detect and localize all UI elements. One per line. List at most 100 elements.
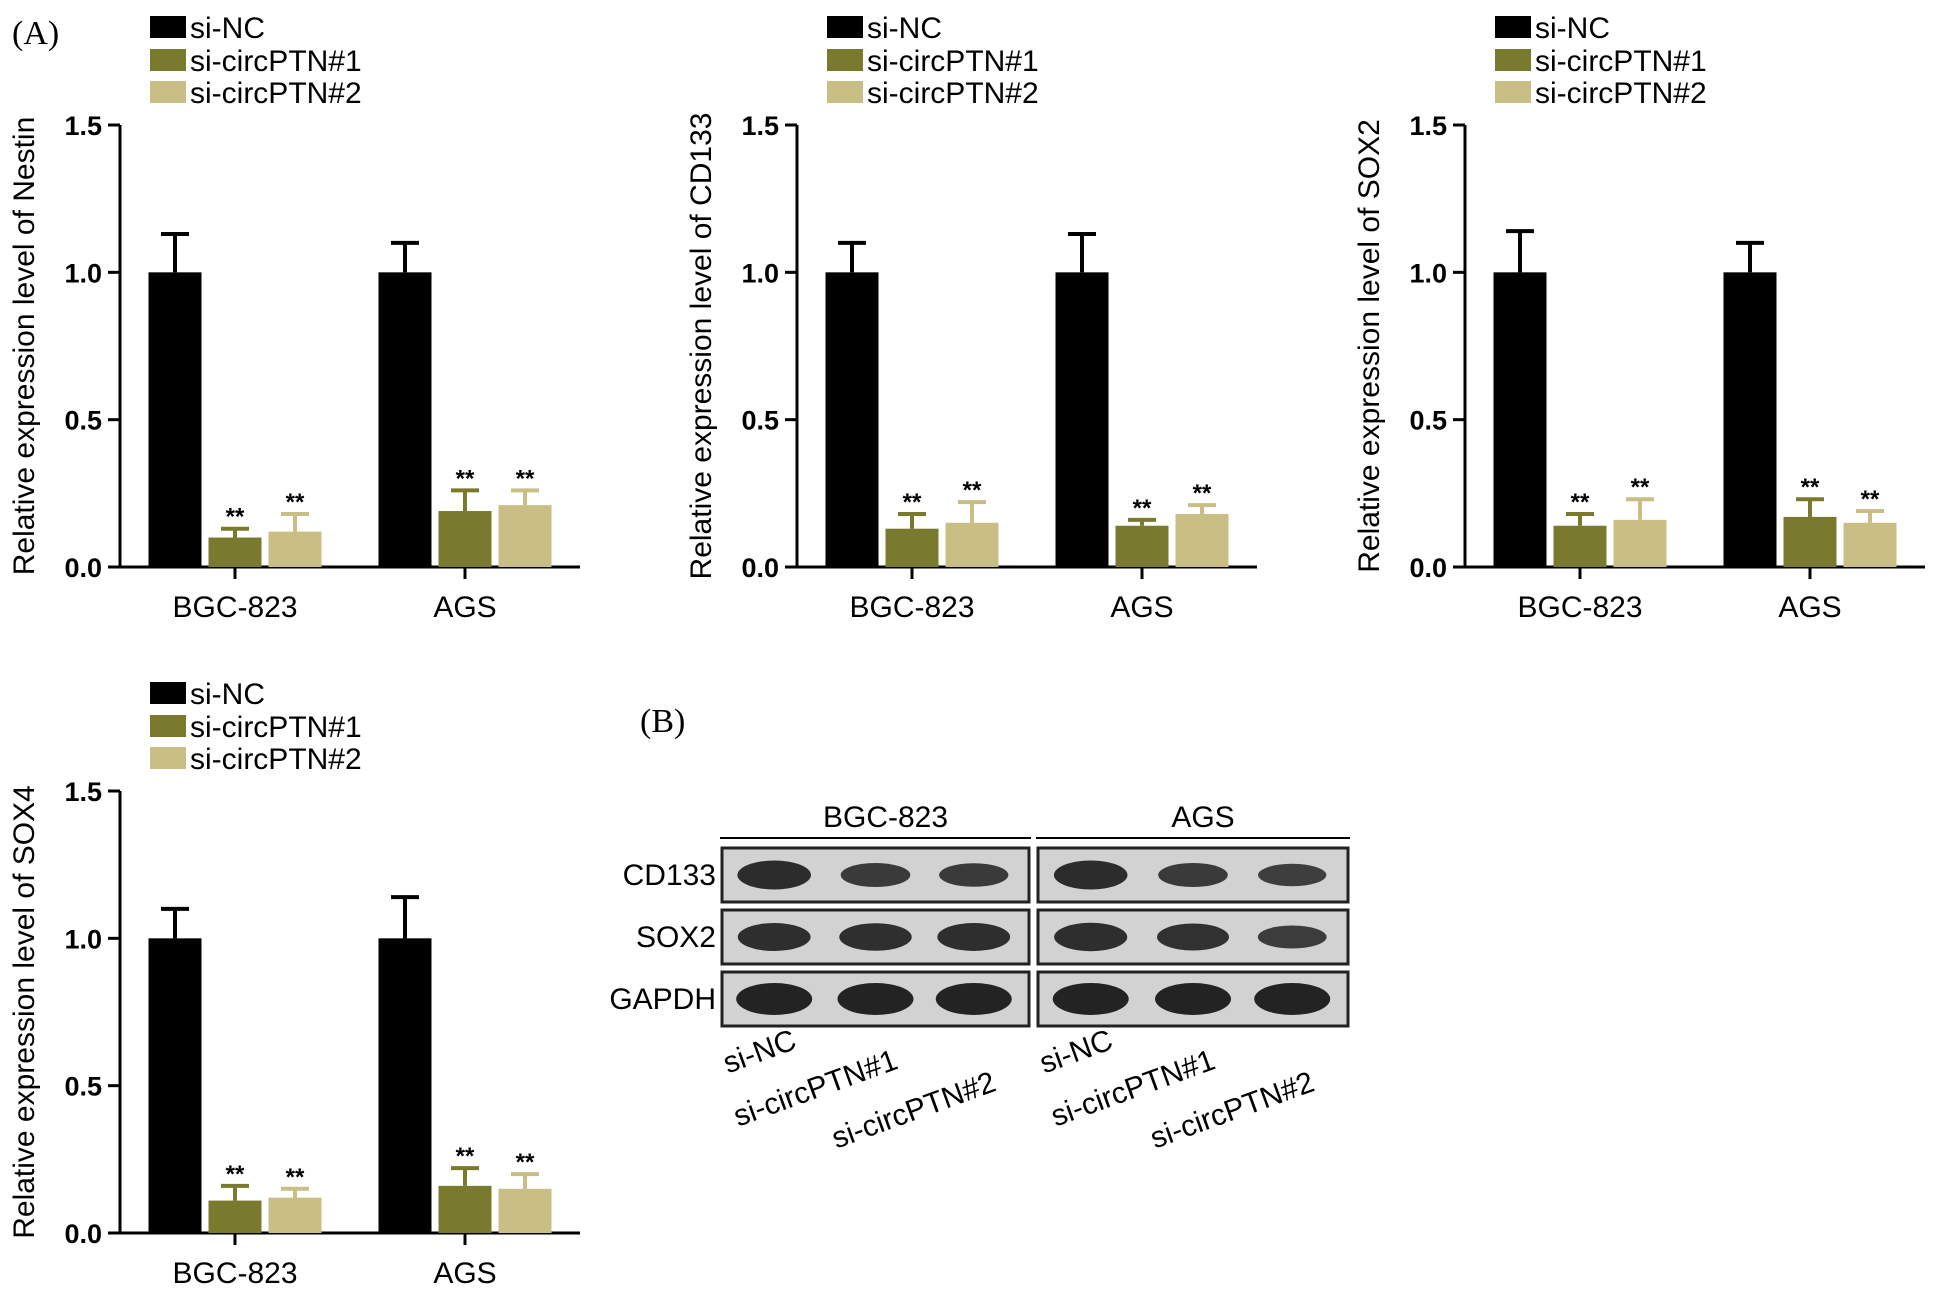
significance-mark: ** xyxy=(516,1149,535,1176)
legend-label: si-circPTN#2 xyxy=(1535,77,1707,110)
y-tick-label: 0.5 xyxy=(64,1072,102,1102)
blot-band xyxy=(737,860,811,890)
bar xyxy=(1723,272,1777,567)
legend-label: si-circPTN#1 xyxy=(190,711,362,744)
legend-swatch xyxy=(1495,49,1531,71)
blot-band xyxy=(1157,923,1229,951)
blot-band xyxy=(939,863,1009,887)
bar xyxy=(438,1185,492,1233)
y-tick-label: 1.5 xyxy=(1409,111,1447,141)
bar xyxy=(1843,522,1897,567)
legend-swatch xyxy=(827,81,863,103)
blot-row-label: SOX2 xyxy=(636,921,716,954)
significance-mark: ** xyxy=(286,1164,305,1191)
y-tick-label: 1.5 xyxy=(64,777,102,807)
category-label: BGC-823 xyxy=(1517,591,1642,624)
blot-band xyxy=(736,983,813,1015)
blot-band xyxy=(935,983,1012,1015)
bar xyxy=(378,938,432,1233)
bar xyxy=(498,1188,552,1233)
category-label: BGC-823 xyxy=(849,591,974,624)
y-tick-label: 0.0 xyxy=(741,553,779,583)
bar xyxy=(1613,519,1667,567)
category-label: AGS xyxy=(433,591,496,624)
bar xyxy=(1055,272,1109,567)
bar xyxy=(438,511,492,567)
significance-mark: ** xyxy=(226,504,245,531)
legend-swatch xyxy=(1495,16,1531,38)
legend-label: si-circPTN#1 xyxy=(867,45,1039,78)
category-label: AGS xyxy=(1778,591,1841,624)
blot-band xyxy=(1053,860,1128,890)
significance-mark: ** xyxy=(1193,480,1212,507)
y-tick-label: 1.5 xyxy=(64,111,102,141)
bar xyxy=(1783,516,1837,567)
significance-mark: ** xyxy=(226,1161,245,1188)
sox4-chart: 0.0 0.5 1.0 1.5 Relative expression level of… xyxy=(8,678,580,1290)
significance-mark: ** xyxy=(1801,474,1820,501)
blot-lane-label: si-NC xyxy=(719,1024,801,1081)
blot-band xyxy=(1052,983,1129,1015)
y-tick-label: 1.5 xyxy=(741,111,779,141)
bar xyxy=(825,272,879,567)
legend-label: si-NC xyxy=(190,678,265,711)
y-tick-label: 0.0 xyxy=(1409,553,1447,583)
legend-label: si-NC xyxy=(1535,12,1610,45)
category-label: AGS xyxy=(1110,591,1173,624)
y-tick-label: 0.5 xyxy=(64,406,102,436)
blot-band xyxy=(1155,983,1231,1015)
y-tick-label: 1.0 xyxy=(741,258,779,288)
legend-label: si-circPTN#1 xyxy=(1535,45,1707,78)
legend-swatch xyxy=(1495,81,1531,103)
bar xyxy=(378,272,432,567)
bar xyxy=(208,1200,262,1233)
bar xyxy=(268,531,322,567)
significance-mark: ** xyxy=(516,465,535,492)
blot-group-label: AGS xyxy=(1171,801,1234,834)
blot-band xyxy=(1258,863,1327,887)
blot-lane-label: si-NC xyxy=(1035,1024,1117,1081)
legend-swatch xyxy=(150,715,186,737)
legend-label: si-circPTN#2 xyxy=(190,77,362,110)
legend-label: si-NC xyxy=(867,12,942,45)
bar xyxy=(268,1197,322,1233)
y-tick-label: 1.0 xyxy=(64,924,102,954)
legend-label: si-NC xyxy=(190,12,265,45)
significance-mark: ** xyxy=(456,1143,475,1170)
blot-band xyxy=(1158,863,1228,887)
bar xyxy=(945,522,999,567)
legend-swatch xyxy=(150,747,186,769)
western-blot: BGC-823 AGSCD133SOX2GAPDHsi-NCsi-circPTN#… xyxy=(609,801,1350,1155)
nestin-chart: 0.0 0.5 1.0 1.5 Relative expression level of… xyxy=(8,12,580,624)
bar xyxy=(1493,272,1547,567)
y-axis-title: Relative expression level of Nestin xyxy=(8,117,41,576)
blot-row-label: GAPDH xyxy=(609,983,716,1016)
bar xyxy=(148,938,202,1233)
significance-mark: ** xyxy=(1861,486,1880,513)
bar xyxy=(1175,513,1229,567)
blot-band xyxy=(1054,922,1128,952)
significance-mark: ** xyxy=(963,477,982,504)
category-label: BGC-823 xyxy=(172,1257,297,1290)
legend-label: si-circPTN#2 xyxy=(190,743,362,776)
y-tick-label: 0.5 xyxy=(1409,406,1447,436)
blot-band xyxy=(937,923,1011,951)
blot-group-label: BGC-823 xyxy=(823,801,948,834)
cd133-chart: 0.0 0.5 1.0 1.5 Relative expression level of… xyxy=(685,12,1257,624)
legend-swatch xyxy=(150,16,186,38)
legend-label: si-circPTN#2 xyxy=(867,77,1039,110)
y-axis-title: Relative expression level of SOX4 xyxy=(8,785,41,1239)
significance-mark: ** xyxy=(1631,474,1650,501)
legend-swatch xyxy=(827,49,863,71)
significance-mark: ** xyxy=(1133,495,1152,522)
y-tick-label: 1.0 xyxy=(1409,258,1447,288)
legend-swatch xyxy=(150,81,186,103)
panel-b-label: (B) xyxy=(640,703,685,740)
legend-swatch xyxy=(150,682,186,704)
y-tick-label: 0.0 xyxy=(64,1219,102,1249)
legend-swatch xyxy=(827,16,863,38)
blot-band xyxy=(839,923,912,951)
significance-mark: ** xyxy=(456,465,475,492)
significance-mark: ** xyxy=(286,489,305,516)
